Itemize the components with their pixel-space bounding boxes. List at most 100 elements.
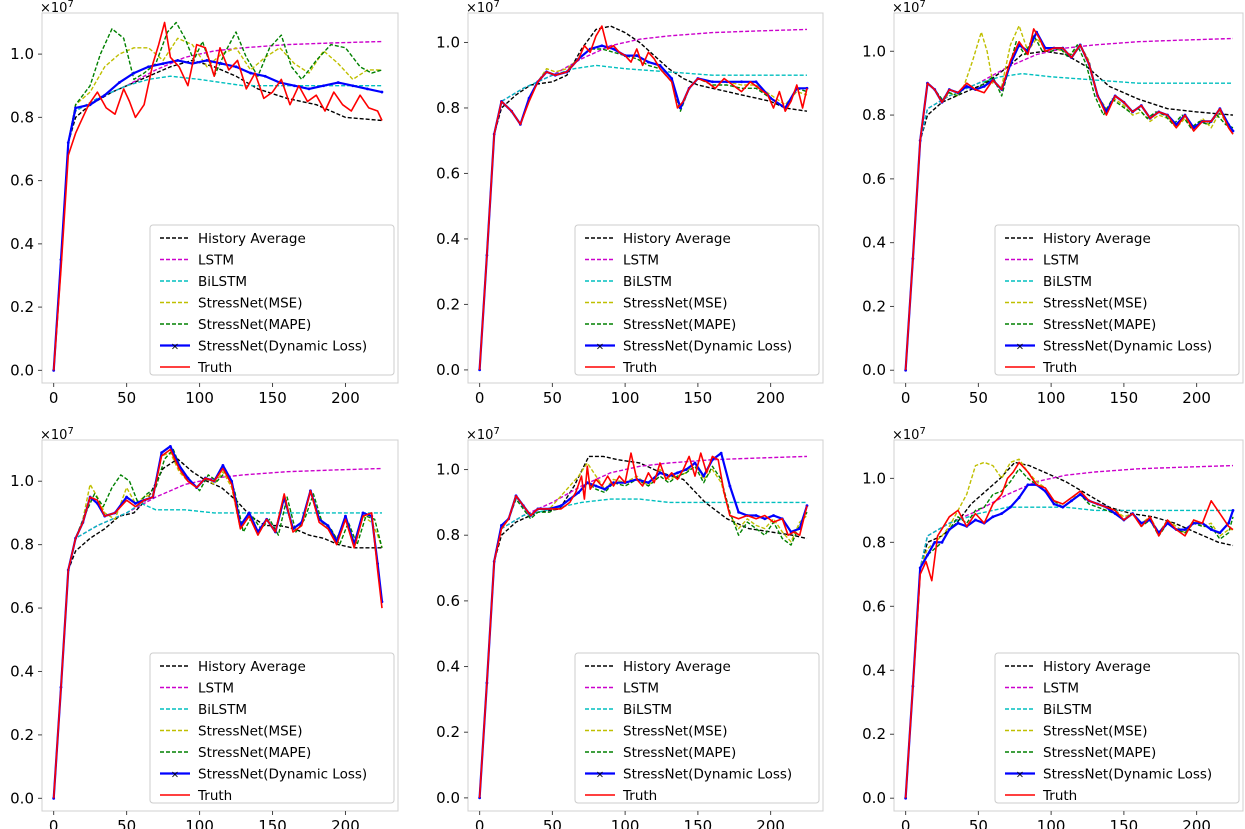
series-point bbox=[293, 84, 296, 88]
x-tick-label: 0 bbox=[475, 389, 485, 407]
legend-label: StressNet(MAPE) bbox=[1043, 745, 1156, 761]
y-tick-label: 0.8 bbox=[10, 108, 34, 126]
subplot-5: 0.0 0.2 0.4 0.6 0.8 1.0 0 50 100 150 200 ×107 Histor… bbox=[436, 426, 824, 829]
series-point bbox=[66, 141, 70, 145]
y-tick-label: 0.2 bbox=[436, 723, 460, 741]
y-tick-label: 0.8 bbox=[10, 536, 34, 554]
x-tick-label: 200 bbox=[756, 817, 785, 829]
legend-label: Truth bbox=[622, 360, 657, 376]
axis-multiplier: ×107 bbox=[466, 426, 500, 443]
series-point bbox=[1061, 505, 1065, 509]
legend-label: History Average bbox=[1043, 231, 1151, 247]
x-tick-label: 150 bbox=[1110, 389, 1139, 407]
x-tick-label: 150 bbox=[258, 817, 287, 829]
series-point bbox=[711, 80, 714, 84]
series-point bbox=[1218, 531, 1222, 535]
series-point bbox=[947, 528, 951, 531]
legend-label: StressNet(MAPE) bbox=[198, 745, 311, 761]
plot-frame bbox=[893, 12, 1244, 384]
legend-label: StressNet(MSE) bbox=[1043, 296, 1147, 312]
series-point bbox=[186, 476, 190, 480]
series-point bbox=[147, 65, 150, 69]
y-tick-label: 0.0 bbox=[862, 789, 886, 807]
x-tick-label: 100 bbox=[185, 817, 214, 829]
legend-label: StressNet(Dynamic Loss) bbox=[1043, 767, 1212, 783]
x-tick-label: 100 bbox=[1037, 389, 1066, 407]
series-point bbox=[1043, 489, 1047, 493]
plot-frame bbox=[467, 439, 824, 812]
axis-multiplier: ×107 bbox=[892, 426, 926, 443]
series-point bbox=[168, 444, 172, 448]
subplot-1: 0.0 0.2 0.4 0.6 0.8 1.0 0 50 100 150 200 ×107 Histor… bbox=[10, 0, 399, 407]
x-tick-label: 50 bbox=[969, 817, 988, 829]
legend-label: BiLSTM bbox=[1043, 274, 1092, 290]
series-group bbox=[478, 25, 809, 372]
y-tick-label: 1.0 bbox=[862, 42, 886, 60]
series-point bbox=[1070, 499, 1073, 503]
series-point bbox=[1078, 492, 1082, 496]
series-point bbox=[351, 84, 355, 88]
series-line-truth bbox=[478, 452, 808, 798]
series-point bbox=[500, 523, 503, 527]
y-tick-label: 0.2 bbox=[10, 298, 34, 316]
series-point bbox=[684, 468, 688, 471]
legend-label: BiLSTM bbox=[198, 274, 247, 290]
series-point bbox=[754, 514, 758, 517]
legend-label: LSTM bbox=[198, 253, 234, 269]
legend-label: LSTM bbox=[198, 681, 234, 697]
legend-marker: × bbox=[1016, 342, 1024, 353]
x-tick-label: 50 bbox=[969, 389, 988, 407]
series-group bbox=[904, 25, 1235, 372]
y-tick-label: 1.0 bbox=[436, 461, 460, 479]
legend-label: StressNet(Dynamic Loss) bbox=[198, 339, 367, 355]
y-tick-label: 0.6 bbox=[10, 599, 34, 617]
plot-frame bbox=[893, 439, 1244, 812]
series-point bbox=[247, 511, 251, 515]
series-point bbox=[1026, 483, 1030, 487]
series-point bbox=[1209, 528, 1213, 531]
series-point bbox=[132, 71, 136, 75]
series-point bbox=[1008, 505, 1012, 509]
legend-label: StressNet(MAPE) bbox=[1043, 317, 1156, 333]
legend-box bbox=[149, 652, 395, 804]
y-tick-label: 1.0 bbox=[862, 469, 886, 487]
y-tick-label: 0.8 bbox=[862, 106, 886, 124]
series-point bbox=[160, 451, 164, 455]
x-tick-label: 50 bbox=[117, 817, 136, 829]
series-point bbox=[635, 54, 639, 57]
series-point bbox=[991, 515, 995, 519]
series-point bbox=[1017, 496, 1021, 499]
x-tick-label: 150 bbox=[684, 817, 713, 829]
series-line-truth bbox=[904, 461, 1234, 799]
series-point bbox=[221, 463, 225, 467]
series-point bbox=[728, 484, 732, 488]
y-tick-label: 0.8 bbox=[862, 533, 886, 551]
series-point bbox=[249, 71, 253, 75]
legend-label: StressNet(Dynamic Loss) bbox=[623, 339, 792, 355]
series-group bbox=[52, 21, 384, 372]
y-tick-label: 0.4 bbox=[10, 235, 34, 253]
series-point bbox=[600, 44, 604, 48]
y-tick-label: 0.0 bbox=[862, 361, 886, 379]
legend-marker: × bbox=[1016, 770, 1024, 781]
series-point bbox=[1000, 512, 1004, 515]
x-tick-label: 0 bbox=[49, 389, 59, 407]
legend-label: StressNet(MSE) bbox=[198, 724, 302, 740]
series-line-truth bbox=[52, 448, 383, 799]
legend-box bbox=[574, 224, 820, 376]
legend-marker: × bbox=[171, 342, 179, 353]
y-tick-label: 0.0 bbox=[436, 789, 460, 807]
legend-label: StressNet(Dynamic Loss) bbox=[1043, 339, 1212, 355]
y-tick-label: 0.2 bbox=[862, 725, 886, 743]
legend-label: Truth bbox=[622, 788, 657, 804]
series-point bbox=[336, 81, 340, 84]
legend-label: Truth bbox=[1042, 360, 1077, 376]
y-tick-label: 0.6 bbox=[862, 597, 886, 615]
y-tick-label: 0.6 bbox=[10, 172, 34, 190]
series-point bbox=[307, 87, 311, 91]
y-tick-label: 0.0 bbox=[10, 361, 34, 379]
series-point bbox=[1113, 512, 1117, 515]
legend-label: History Average bbox=[198, 659, 306, 675]
series-point bbox=[719, 451, 723, 455]
series-point bbox=[737, 510, 741, 514]
